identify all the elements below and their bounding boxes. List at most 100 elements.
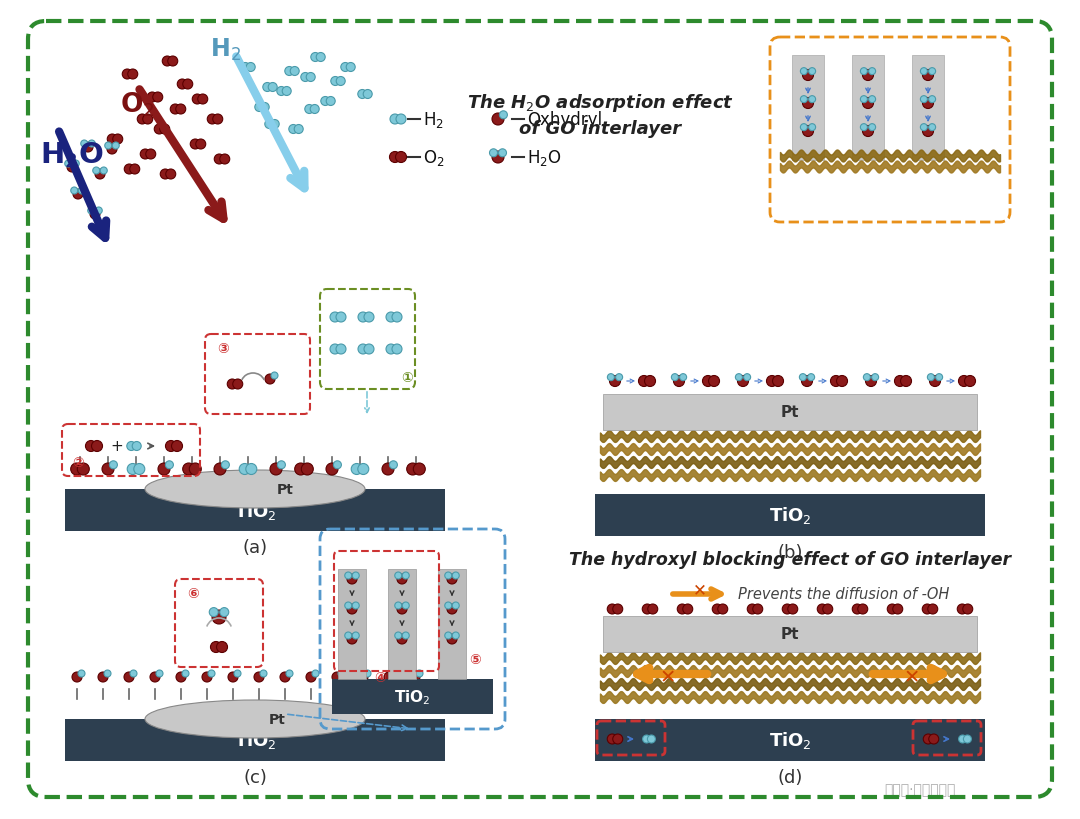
Circle shape (160, 124, 170, 135)
Circle shape (801, 376, 812, 387)
Circle shape (767, 376, 778, 387)
Circle shape (357, 90, 367, 99)
Circle shape (67, 163, 77, 173)
Circle shape (397, 574, 407, 584)
Circle shape (154, 124, 164, 135)
Text: H$_2$O: H$_2$O (40, 140, 104, 170)
Circle shape (414, 464, 426, 475)
Circle shape (499, 111, 508, 120)
Circle shape (214, 464, 226, 475)
Circle shape (130, 670, 137, 677)
Circle shape (800, 97, 808, 103)
Circle shape (268, 84, 278, 93)
Circle shape (920, 124, 928, 132)
Circle shape (72, 161, 79, 168)
Circle shape (612, 604, 623, 614)
Circle shape (395, 572, 402, 579)
Circle shape (863, 70, 874, 81)
Circle shape (305, 106, 314, 115)
Circle shape (607, 734, 618, 744)
Circle shape (935, 374, 943, 381)
Circle shape (100, 168, 107, 174)
Circle shape (150, 672, 160, 682)
Circle shape (447, 604, 457, 614)
Circle shape (852, 604, 862, 614)
Circle shape (345, 632, 352, 639)
Circle shape (172, 441, 183, 452)
Circle shape (330, 313, 340, 323)
Circle shape (868, 97, 876, 103)
Circle shape (357, 672, 368, 682)
Text: Pt: Pt (269, 713, 285, 726)
Circle shape (818, 604, 827, 614)
Circle shape (718, 604, 728, 614)
Circle shape (894, 376, 905, 387)
Text: ②: ② (72, 455, 84, 469)
Circle shape (255, 103, 264, 112)
Text: The H$_2$O adsorption effect
of GO interlayer: The H$_2$O adsorption effect of GO inter… (467, 92, 733, 138)
Circle shape (392, 345, 402, 355)
Circle shape (122, 70, 132, 80)
Circle shape (165, 170, 176, 180)
Circle shape (929, 734, 939, 744)
Text: Prevents the diffusion of -OH: Prevents the diffusion of -OH (738, 586, 949, 602)
Circle shape (929, 69, 935, 75)
Text: TiO$_2$: TiO$_2$ (233, 730, 276, 750)
Circle shape (214, 155, 225, 165)
Bar (595, 719, 985, 761)
Circle shape (85, 441, 96, 452)
Circle shape (402, 632, 409, 639)
Circle shape (171, 105, 180, 115)
Circle shape (929, 97, 935, 103)
Circle shape (334, 461, 341, 469)
Circle shape (922, 604, 932, 614)
Circle shape (492, 152, 504, 164)
Circle shape (679, 374, 687, 381)
Circle shape (78, 670, 85, 677)
Circle shape (102, 464, 114, 475)
Circle shape (445, 572, 451, 579)
Circle shape (674, 376, 685, 387)
Circle shape (219, 608, 229, 617)
Circle shape (265, 374, 275, 385)
Circle shape (492, 114, 504, 126)
Circle shape (923, 734, 933, 744)
Circle shape (212, 610, 226, 624)
Circle shape (90, 210, 100, 219)
Text: ✕: ✕ (660, 667, 676, 686)
Circle shape (397, 634, 407, 645)
Circle shape (270, 464, 282, 475)
Circle shape (192, 95, 202, 105)
Circle shape (143, 115, 152, 124)
Circle shape (71, 188, 78, 195)
Circle shape (195, 140, 206, 150)
Circle shape (453, 632, 459, 639)
Text: TiO$_2$: TiO$_2$ (233, 500, 276, 521)
Circle shape (645, 376, 656, 387)
Circle shape (386, 345, 396, 355)
Circle shape (922, 98, 933, 110)
Circle shape (127, 70, 138, 80)
Circle shape (95, 170, 105, 180)
Bar (65, 719, 445, 761)
Circle shape (386, 313, 396, 323)
Circle shape (210, 608, 218, 617)
Circle shape (189, 464, 201, 475)
Text: H$_2$: H$_2$ (423, 110, 444, 130)
Circle shape (638, 376, 649, 387)
Circle shape (643, 604, 652, 614)
Text: ③: ③ (217, 342, 229, 355)
Circle shape (89, 141, 95, 147)
Circle shape (928, 374, 934, 381)
Circle shape (384, 672, 394, 682)
Ellipse shape (145, 470, 365, 509)
Bar (912, 56, 944, 161)
Circle shape (137, 115, 147, 124)
Circle shape (312, 670, 319, 677)
Circle shape (831, 376, 841, 387)
Circle shape (407, 464, 419, 475)
Circle shape (616, 374, 623, 381)
Circle shape (390, 670, 397, 677)
Circle shape (160, 170, 171, 180)
Circle shape (708, 376, 719, 387)
